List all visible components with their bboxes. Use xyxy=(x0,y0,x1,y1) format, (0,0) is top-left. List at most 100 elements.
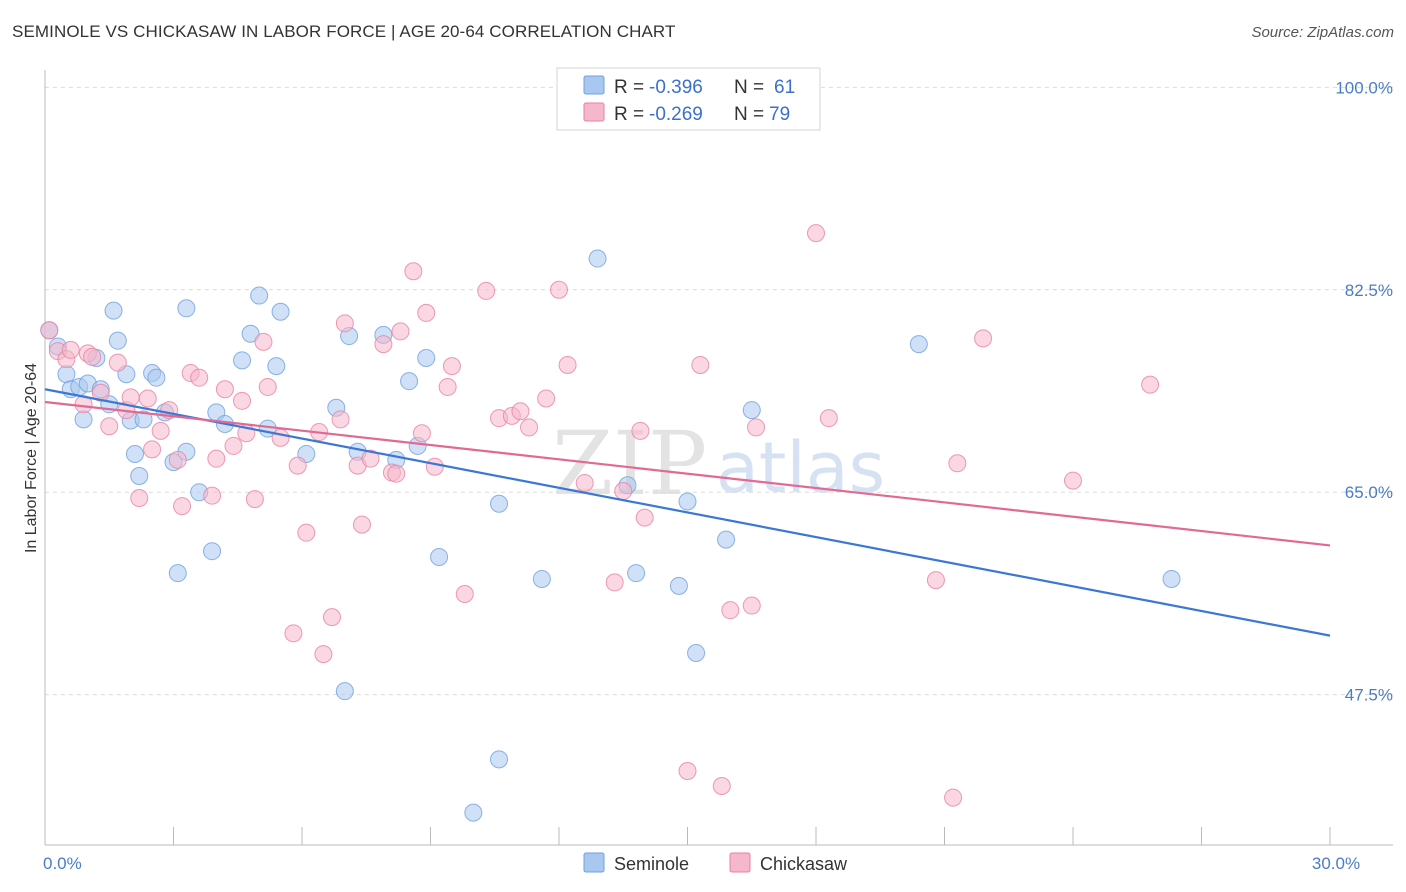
seminole-point xyxy=(490,494,509,513)
seminole-point xyxy=(250,286,269,305)
chickasaw-point xyxy=(233,391,252,410)
chickasaw-point xyxy=(190,368,209,387)
data-points xyxy=(40,224,1181,822)
seminole-point xyxy=(400,372,419,391)
chickasaw-point xyxy=(40,321,59,340)
seminole-point xyxy=(57,365,76,384)
legend-n-value-1: 61 xyxy=(774,77,795,98)
chickasaw-point xyxy=(974,329,993,348)
chickasaw-point xyxy=(635,508,654,527)
chickasaw-point xyxy=(168,450,187,469)
seminole-point xyxy=(627,564,646,583)
chickasaw-point xyxy=(425,457,444,476)
chickasaw-point xyxy=(284,624,303,643)
bottom-legend: Seminole Chickasaw xyxy=(583,852,848,874)
chickasaw-point xyxy=(691,355,710,374)
seminole-point xyxy=(430,547,449,566)
seminole-point xyxy=(678,492,697,511)
chickasaw-point xyxy=(245,490,264,509)
seminole-point xyxy=(130,467,149,486)
chickasaw-point xyxy=(438,377,457,396)
seminole-trend-line xyxy=(44,388,1331,637)
chickasaw-point xyxy=(352,515,371,534)
chickasaw-point xyxy=(100,417,119,436)
legend-r-value-2: -0.269 xyxy=(649,104,703,125)
x-tick-labels: 0.0% 30.0% xyxy=(43,854,1360,873)
legend-r-label-1: R = xyxy=(614,77,644,98)
x-tick-label: 30.0% xyxy=(1312,854,1360,873)
y-tick-label: 100.0% xyxy=(1335,78,1393,97)
bottom-legend-swatch-chickasaw xyxy=(729,852,751,873)
chickasaw-point xyxy=(575,473,594,492)
chickasaw-point xyxy=(374,335,393,354)
chickasaw-point xyxy=(207,449,226,468)
chickasaw-point xyxy=(477,281,496,300)
chickasaw-point xyxy=(712,777,731,796)
chart-title: SEMINOLE VS CHICKASAW IN LABOR FORCE | A… xyxy=(12,22,676,41)
seminole-point xyxy=(687,643,706,662)
seminole-point xyxy=(241,324,260,343)
chickasaw-point xyxy=(614,482,633,501)
seminole-point xyxy=(104,301,123,320)
chickasaw-point xyxy=(387,464,406,483)
chickasaw-point xyxy=(742,596,761,615)
chickasaw-point xyxy=(442,357,461,376)
watermark-atlas: atlas xyxy=(716,427,885,509)
chickasaw-point xyxy=(721,601,740,620)
chickasaw-point xyxy=(747,418,766,437)
legend-r-value-1: -0.396 xyxy=(649,77,703,98)
seminole-point xyxy=(417,349,436,368)
trend-lines xyxy=(44,388,1331,637)
chickasaw-point xyxy=(1064,471,1082,490)
bottom-legend-label-chickasaw: Chickasaw xyxy=(760,854,848,874)
chickasaw-point xyxy=(819,409,838,428)
chickasaw-point xyxy=(151,421,170,440)
chickasaw-point xyxy=(335,314,354,333)
seminole-point xyxy=(717,530,736,549)
chickasaw-point xyxy=(948,454,967,473)
seminole-point xyxy=(177,299,196,318)
chickasaw-point xyxy=(61,340,80,359)
chickasaw-point xyxy=(91,383,110,402)
seminole-point xyxy=(233,351,252,370)
y-axis-label: In Labor Force | Age 20-64 xyxy=(23,363,40,553)
chickasaw-point xyxy=(807,224,825,243)
seminole-point xyxy=(271,302,290,321)
seminole-point xyxy=(1162,569,1181,588)
seminole-point xyxy=(125,445,144,464)
chickasaw-point xyxy=(926,571,945,590)
seminole-point xyxy=(490,750,509,769)
chickasaw-point xyxy=(361,449,380,468)
chickasaw-point xyxy=(83,347,102,366)
seminole-point xyxy=(464,803,483,822)
legend-r-label-2: R = xyxy=(614,104,644,125)
legend-n-label-1: N = xyxy=(734,77,764,98)
chickasaw-point xyxy=(254,332,273,351)
chickasaw-point xyxy=(138,389,157,408)
seminole-point xyxy=(108,331,127,350)
chickasaw-point xyxy=(271,428,290,447)
chickasaw-point xyxy=(322,608,341,627)
legend-n-value-2: 79 xyxy=(769,104,790,125)
chickasaw-point xyxy=(944,788,963,807)
chickasaw-point xyxy=(314,645,333,664)
chickasaw-point xyxy=(404,262,423,281)
chickasaw-point xyxy=(558,355,577,374)
seminole-point xyxy=(588,249,607,268)
seminole-point xyxy=(134,410,153,429)
chickasaw-point xyxy=(511,402,530,421)
chickasaw-point xyxy=(297,523,316,542)
chickasaw-point xyxy=(224,436,243,455)
chickasaw-point xyxy=(108,353,127,372)
chickasaw-point xyxy=(288,456,307,475)
grid-lines xyxy=(45,86,1393,696)
chickasaw-point xyxy=(391,322,410,341)
chickasaw-point xyxy=(605,573,624,592)
chickasaw-point xyxy=(203,486,222,505)
chickasaw-point xyxy=(417,303,436,322)
chickasaw-point xyxy=(173,497,192,516)
legend-box: R = -0.396 N = 61 R = -0.269 N = 79 xyxy=(556,67,821,131)
bottom-legend-swatch-seminole xyxy=(583,852,605,873)
chickasaw-point xyxy=(550,280,568,299)
y-tick-labels: 100.0% 82.5% 65.0% 47.5% xyxy=(1335,78,1393,704)
